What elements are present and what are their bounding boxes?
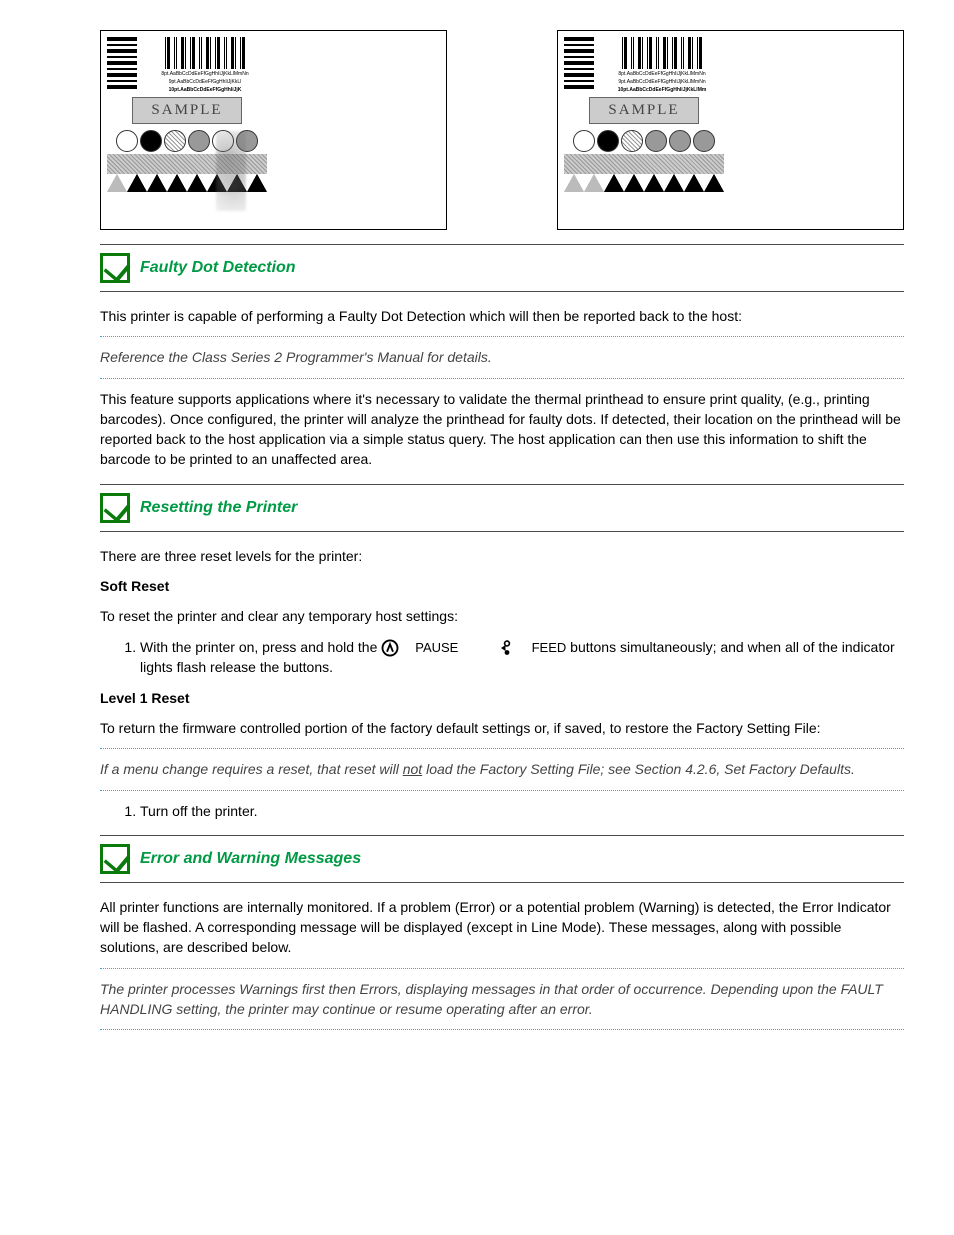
feed-label: FEED <box>532 639 567 658</box>
dotted-rule <box>100 748 904 749</box>
pause-icon <box>381 639 399 657</box>
list-item: With the printer on, press and hold the … <box>140 637 904 678</box>
tiny-text-2: 9pt.AaBbCcDdEeFfGgHhIiJjKkLl <box>143 79 267 85</box>
section-head-error-warning: Error and Warning Messages <box>100 835 904 883</box>
section-head-faulty-dot: Faulty Dot Detection <box>100 244 904 292</box>
list-item: Turn off the printer. <box>140 801 904 821</box>
feed-icon <box>498 639 516 657</box>
check-icon <box>100 493 130 523</box>
dotted-rule <box>100 336 904 337</box>
tiny-text-3: 10pt.AaBbCcDdEeFfGgHhIiJjKkLlMm <box>600 87 724 93</box>
sample-images-row: 8pt.AaBbCcDdEeFfGgHhIiJjKkLlMmNn 9pt.AaB… <box>100 30 904 230</box>
dotted-rule <box>100 968 904 969</box>
sample-image-right: 8pt.AaBbCcDdEeFfGgHhIiJjKkLlMmNn 9pt.AaB… <box>557 30 904 230</box>
subheading-level1-reset: Level 1 Reset <box>100 688 904 708</box>
pause-label: PAUSE <box>415 639 458 658</box>
section-title: Faulty Dot Detection <box>140 259 296 277</box>
sample-label: SAMPLE <box>132 97 242 124</box>
tiny-text-1: 8pt.AaBbCcDdEeFfGgHhIiJjKkLlMmNn <box>600 71 724 77</box>
hatch-band <box>564 154 724 174</box>
triangle-row <box>564 174 724 192</box>
tiny-text-2: 9pt.AaBbCcDdEeFfGgHhIiJjKkLlMmNn <box>600 79 724 85</box>
dotted-rule <box>100 790 904 791</box>
body-text: All printer functions are internally mon… <box>100 897 904 958</box>
sample-image-left: 8pt.AaBbCcDdEeFfGgHhIiJjKkLlMmNn 9pt.AaB… <box>100 30 447 230</box>
steps-list: With the printer on, press and hold the … <box>140 637 904 678</box>
dotted-rule <box>100 378 904 379</box>
section-title: Resetting the Printer <box>140 499 297 517</box>
note-text: Reference the Class Series 2 Programmer'… <box>100 347 904 367</box>
barcode-icon <box>143 37 267 69</box>
dotted-rule <box>100 1029 904 1030</box>
check-icon <box>100 844 130 874</box>
body-text: To reset the printer and clear any tempo… <box>100 606 904 626</box>
tiny-text-3: 10pt.AaBbCcDdEeFfGgHhIiJjK <box>143 87 267 93</box>
note-text: The printer processes Warnings first the… <box>100 979 904 1020</box>
check-icon <box>100 253 130 283</box>
sample-label: SAMPLE <box>589 97 699 124</box>
section-title: Error and Warning Messages <box>140 850 361 868</box>
body-text: To return the firmware controlled portio… <box>100 718 904 738</box>
left-bars <box>107 37 137 93</box>
note-text: If a menu change requires a reset, that … <box>100 759 904 779</box>
tiny-text-1: 8pt.AaBbCcDdEeFfGgHhIiJjKkLlMmNn <box>143 71 267 77</box>
circles-row <box>573 130 715 152</box>
subheading-soft-reset: Soft Reset <box>100 576 904 596</box>
barcode-icon <box>600 37 724 69</box>
body-text: This feature supports applications where… <box>100 389 904 470</box>
body-text: This printer is capable of performing a … <box>100 306 904 326</box>
body-text: There are three reset levels for the pri… <box>100 546 904 566</box>
section-head-resetting: Resetting the Printer <box>100 484 904 532</box>
steps-list: Turn off the printer. <box>140 801 904 821</box>
left-bars <box>564 37 594 93</box>
smudge-overlay <box>216 131 246 211</box>
